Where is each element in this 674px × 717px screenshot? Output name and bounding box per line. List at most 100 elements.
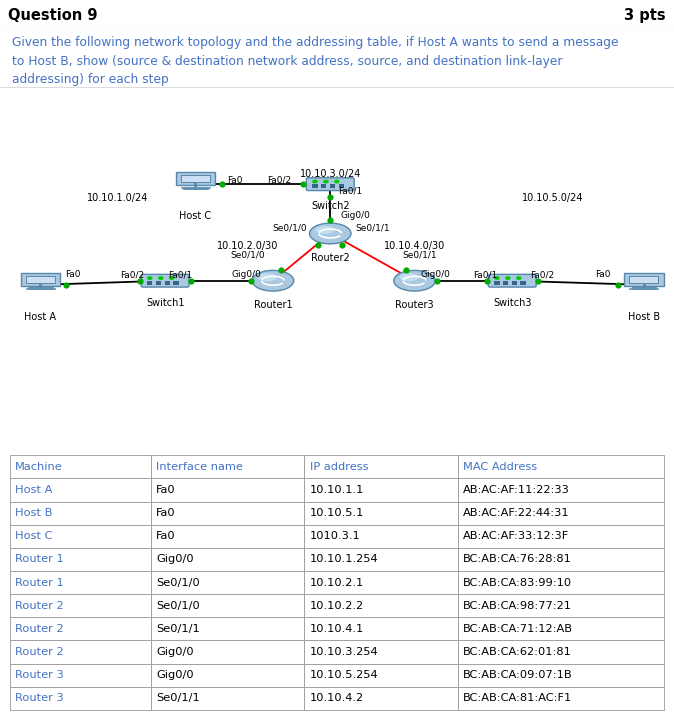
Text: BC:AB:CA:81:AC:F1: BC:AB:CA:81:AC:F1 [463, 693, 572, 703]
Text: Router 2: Router 2 [16, 624, 64, 634]
FancyBboxPatch shape [624, 272, 663, 285]
Text: 10.10.3.254: 10.10.3.254 [309, 647, 378, 657]
Bar [10, 478, 151, 502]
Text: 10.10.1.0/24: 10.10.1.0/24 [87, 193, 149, 203]
Circle shape [335, 180, 339, 183]
Circle shape [495, 277, 499, 280]
Text: 1010.3.1: 1010.3.1 [309, 531, 361, 541]
Text: Fa0: Fa0 [156, 508, 175, 518]
FancyBboxPatch shape [175, 172, 215, 185]
Text: 10.10.4.0/30: 10.10.4.0/30 [384, 241, 445, 251]
Text: BC:AB:CA:71:12:AB: BC:AB:CA:71:12:AB [463, 624, 573, 634]
Text: Se0/1/0: Se0/1/0 [156, 578, 200, 587]
Bar [151, 640, 304, 663]
Text: Gig0/0: Gig0/0 [421, 270, 450, 279]
Text: Host B: Host B [627, 312, 660, 321]
Text: Host A: Host A [24, 312, 57, 321]
Bar [629, 288, 658, 289]
Text: Host C: Host C [16, 531, 53, 541]
Bar [305, 478, 458, 502]
Bar [10, 663, 151, 687]
Bar [10, 455, 151, 478]
Text: Gig0/0: Gig0/0 [231, 270, 261, 279]
Text: Se0/1/0: Se0/1/0 [272, 224, 307, 232]
Text: 10.10.5.0/24: 10.10.5.0/24 [522, 193, 584, 203]
Bar [629, 275, 658, 283]
Text: Router3: Router3 [395, 300, 434, 310]
Text: Switch2: Switch2 [311, 201, 350, 212]
Bar [338, 184, 344, 188]
Bar [494, 280, 499, 285]
Text: AB:AC:AF:11:22:33: AB:AC:AF:11:22:33 [463, 485, 570, 495]
Text: 3 pts: 3 pts [624, 8, 666, 22]
Text: AB:AC:AF:33:12:3F: AB:AC:AF:33:12:3F [463, 531, 570, 541]
Text: AB:AC:AF:22:44:31: AB:AC:AF:22:44:31 [463, 508, 570, 518]
Bar [156, 280, 161, 285]
Bar [321, 184, 326, 188]
Text: Fa0/2: Fa0/2 [120, 270, 144, 279]
Text: Se0/1/0: Se0/1/0 [156, 601, 200, 611]
Text: Host C: Host C [179, 211, 212, 221]
Circle shape [313, 180, 317, 183]
Text: addressing) for each step: addressing) for each step [12, 73, 169, 86]
Ellipse shape [394, 270, 435, 291]
Text: Gig0/0: Gig0/0 [340, 212, 370, 220]
Text: 10.10.4.2: 10.10.4.2 [309, 693, 364, 703]
Bar [10, 594, 151, 617]
Bar [305, 617, 458, 640]
FancyBboxPatch shape [489, 275, 537, 287]
Bar [458, 548, 664, 571]
Bar [458, 455, 664, 478]
Bar [181, 187, 210, 189]
Bar [147, 280, 152, 285]
Bar [503, 280, 508, 285]
Text: Router 3: Router 3 [16, 693, 64, 703]
Bar [164, 280, 170, 285]
Text: Fa0: Fa0 [156, 531, 175, 541]
Bar [151, 617, 304, 640]
Text: BC:AB:CA:09:07:1B: BC:AB:CA:09:07:1B [463, 670, 573, 680]
Text: Host B: Host B [16, 508, 53, 518]
Text: Machine: Machine [16, 462, 63, 472]
Bar [181, 175, 210, 182]
Text: Router2: Router2 [311, 253, 350, 263]
Bar [458, 525, 664, 548]
Bar [312, 184, 317, 188]
Text: Router 1: Router 1 [16, 554, 64, 564]
Text: Router 2: Router 2 [16, 601, 64, 611]
Bar [151, 478, 304, 502]
Text: 10.10.2.0/30: 10.10.2.0/30 [217, 241, 279, 251]
Ellipse shape [315, 226, 334, 234]
Bar [458, 478, 664, 502]
Ellipse shape [400, 273, 419, 281]
Text: Fa0/2: Fa0/2 [530, 270, 555, 279]
Text: Question 9: Question 9 [8, 8, 98, 22]
Text: Fa0: Fa0 [65, 270, 80, 279]
Text: 10.10.2.1: 10.10.2.1 [309, 578, 364, 587]
Text: Gig0/0: Gig0/0 [156, 647, 193, 657]
Ellipse shape [258, 273, 277, 281]
Bar [305, 455, 458, 478]
Text: Router 3: Router 3 [16, 670, 64, 680]
Text: Switch3: Switch3 [493, 298, 532, 308]
Bar [151, 687, 304, 710]
Bar [10, 502, 151, 525]
Bar [305, 525, 458, 548]
Bar [458, 571, 664, 594]
Circle shape [170, 277, 174, 280]
Bar [458, 663, 664, 687]
Bar [151, 455, 304, 478]
Text: Se0/1/1: Se0/1/1 [156, 693, 200, 703]
Text: Se0/1/1: Se0/1/1 [156, 624, 200, 634]
FancyBboxPatch shape [307, 178, 355, 191]
Ellipse shape [309, 223, 351, 244]
Text: BC:AB:CA:83:99:10: BC:AB:CA:83:99:10 [463, 578, 572, 587]
Text: 10.10.2.2: 10.10.2.2 [309, 601, 364, 611]
Bar [173, 280, 179, 285]
Bar [305, 687, 458, 710]
Bar [151, 525, 304, 548]
Bar [305, 640, 458, 663]
Bar [10, 571, 151, 594]
Text: Host A: Host A [16, 485, 53, 495]
Bar [151, 571, 304, 594]
